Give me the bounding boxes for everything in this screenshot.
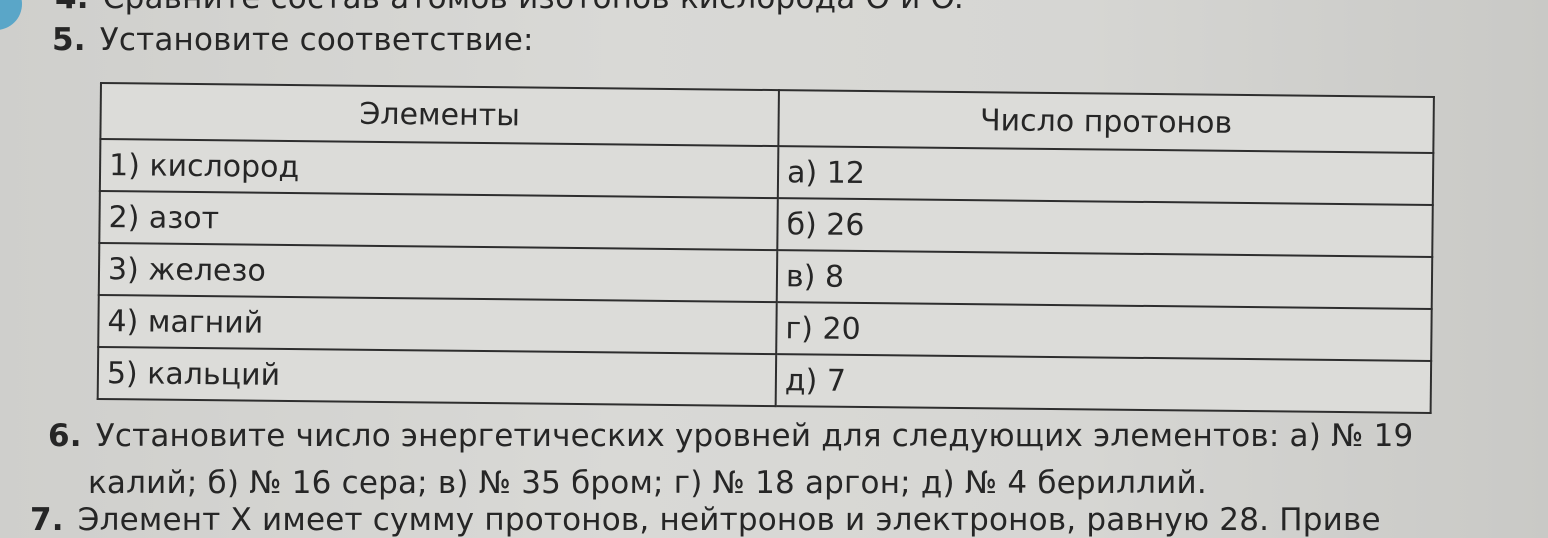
task4-line: 4. Сравните состав атомов изотопов кислор… (55, 0, 964, 16)
task4-number: 4. (55, 0, 89, 16)
matching-table: Элементы Число протонов 1) кислород а) 12… (96, 82, 1435, 414)
task7-text: Элемент X имеет сумму протонов, нейтроно… (77, 502, 1381, 538)
protons-cell: а) 12 (777, 146, 1434, 205)
task5-heading: 5. Установите соответствие: (52, 22, 534, 58)
task7-line: 7. Элемент X имеет сумму протонов, нейтро… (30, 502, 1381, 538)
task7-number: 7. (30, 502, 64, 538)
protons-cell: д) 7 (775, 354, 1432, 413)
task6-line1: 6. Установите число энергетических уровне… (48, 418, 1413, 454)
task4-text: Сравните состав атомов изотопов кислород… (103, 0, 964, 16)
protons-cell: в) 8 (776, 250, 1433, 309)
element-cell: 4) магний (98, 294, 777, 355)
task5-title: Установите соответствие: (99, 22, 534, 58)
protons-cell: г) 20 (776, 302, 1432, 361)
protons-cell: б) 26 (777, 198, 1433, 257)
element-cell: 3) железо (98, 243, 778, 303)
task6-text-line2: калий; б) № 16 сера; в) № 35 бром; г) № … (88, 465, 1207, 501)
task6-text-line1: Установите число энергетических уровней … (95, 418, 1414, 454)
element-cell: 2) азот (99, 191, 778, 251)
task6-number: 6. (48, 418, 82, 454)
header-elements: Элементы (100, 83, 779, 147)
task5-number: 5. (52, 22, 86, 58)
element-cell: 5) кальций (97, 346, 777, 407)
element-cell: 1) кислород (99, 139, 779, 199)
header-protons: Число протонов (778, 90, 1434, 153)
page-tab-marker (0, 0, 22, 30)
